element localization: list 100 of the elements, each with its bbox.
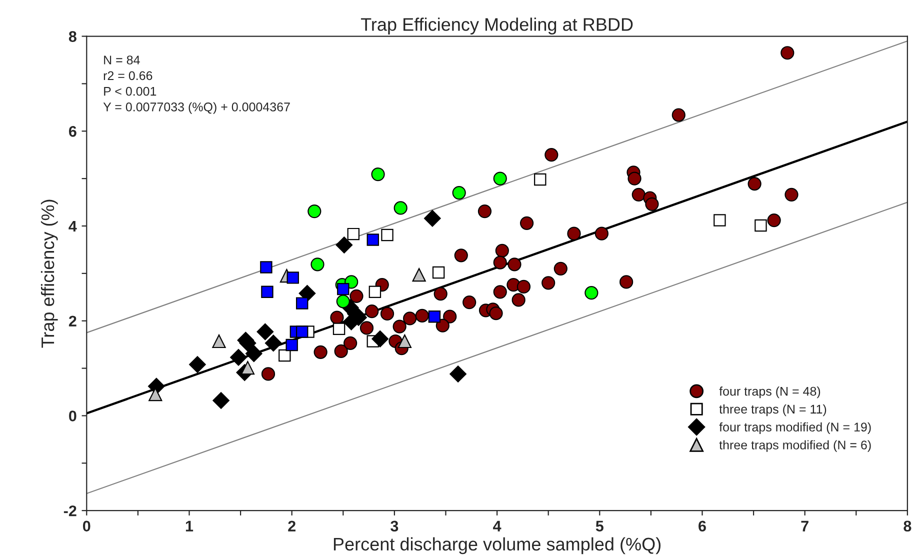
- point: [344, 336, 358, 350]
- point: [336, 236, 353, 254]
- point: [628, 172, 642, 186]
- point: [754, 219, 767, 232]
- point: [714, 214, 726, 226]
- annotation: P < 0.001: [104, 86, 156, 96]
- point: [450, 366, 466, 382]
- point: [428, 310, 441, 323]
- point: [212, 392, 230, 409]
- point: [512, 293, 526, 307]
- point: [296, 297, 308, 310]
- point: [544, 148, 558, 162]
- point: [368, 286, 382, 298]
- point: [594, 226, 608, 240]
- point: [542, 276, 556, 290]
- point: [330, 310, 344, 324]
- y-tick-label: 0: [69, 410, 76, 422]
- point: [261, 286, 274, 298]
- point: [620, 275, 634, 289]
- point: [478, 204, 492, 218]
- x-tick-label: 6: [698, 520, 706, 532]
- point: [212, 334, 226, 348]
- point: [365, 304, 379, 318]
- point: [493, 285, 507, 299]
- point: [308, 204, 322, 218]
- point: [748, 176, 762, 191]
- point: [394, 201, 408, 215]
- point: [332, 322, 346, 336]
- point: [381, 228, 394, 242]
- point: [436, 318, 450, 332]
- point: [489, 306, 503, 320]
- point: [372, 330, 388, 348]
- point: [434, 287, 448, 301]
- point: [454, 248, 468, 262]
- x-tick-label: 7: [801, 520, 808, 532]
- point: [256, 323, 274, 340]
- point: [392, 320, 406, 334]
- point: [493, 172, 507, 186]
- point: [337, 282, 350, 296]
- point: [567, 226, 581, 240]
- point: [462, 296, 476, 310]
- point: [286, 272, 299, 284]
- y-tick-label: 6: [68, 126, 76, 137]
- x-axis-title: Percent discharge volume sampled (%Q): [334, 537, 661, 554]
- x-tick-label: 1: [186, 520, 194, 532]
- point: [148, 388, 162, 402]
- legend-label: three traps (N = 11): [719, 404, 826, 416]
- legend-label: three traps modified (N = 6): [719, 440, 871, 452]
- point: [452, 186, 466, 200]
- point: [336, 294, 350, 308]
- point: [334, 344, 348, 358]
- annotation: r2 = 0.66: [104, 71, 152, 80]
- x-tick-label: 4: [493, 520, 502, 532]
- x-tick-label: 8: [904, 520, 912, 532]
- point: [296, 326, 308, 338]
- y-tick-label: 8: [68, 31, 76, 42]
- point: [645, 197, 659, 211]
- point: [424, 210, 441, 227]
- x-tick-label: 5: [596, 520, 604, 532]
- point: [350, 289, 364, 303]
- point: [278, 349, 291, 362]
- annotation: N = 84: [104, 56, 140, 64]
- point: [360, 321, 374, 335]
- point: [672, 108, 686, 122]
- y-tick-label: -2: [64, 505, 76, 516]
- annotation: Y = 0.0077033 (%Q) + 0.0004367: [103, 102, 290, 114]
- point: [520, 216, 534, 230]
- x-tick-label: 3: [390, 520, 398, 532]
- chart-title: Trap Efficiency Modeling at RBDD: [360, 18, 633, 34]
- legend-label: four traps (N = 48): [719, 386, 820, 398]
- point: [780, 46, 794, 60]
- point: [412, 268, 426, 282]
- point: [260, 261, 272, 274]
- point: [432, 266, 445, 279]
- point: [415, 308, 429, 322]
- point: [264, 334, 282, 352]
- y-axis-title: Trap efficiency (%): [40, 200, 58, 348]
- point: [584, 286, 598, 300]
- point: [366, 234, 380, 246]
- point: [314, 345, 328, 359]
- point: [784, 188, 798, 202]
- point: [261, 367, 276, 381]
- x-tick-label: 2: [288, 520, 296, 532]
- point: [534, 173, 546, 186]
- y-tick-label: 2: [68, 316, 76, 326]
- point: [398, 334, 412, 348]
- x-tick-label: 0: [82, 520, 90, 532]
- point: [380, 306, 394, 321]
- point: [245, 345, 262, 362]
- point: [767, 213, 781, 228]
- point: [516, 280, 531, 294]
- y-tick-label: 4: [68, 221, 77, 232]
- point: [189, 356, 206, 373]
- point: [230, 348, 247, 366]
- legend-label: four traps modified (N = 19): [719, 422, 871, 434]
- point: [403, 312, 417, 326]
- point: [554, 262, 568, 276]
- point: [371, 167, 385, 182]
- point: [632, 188, 646, 202]
- point: [495, 244, 509, 258]
